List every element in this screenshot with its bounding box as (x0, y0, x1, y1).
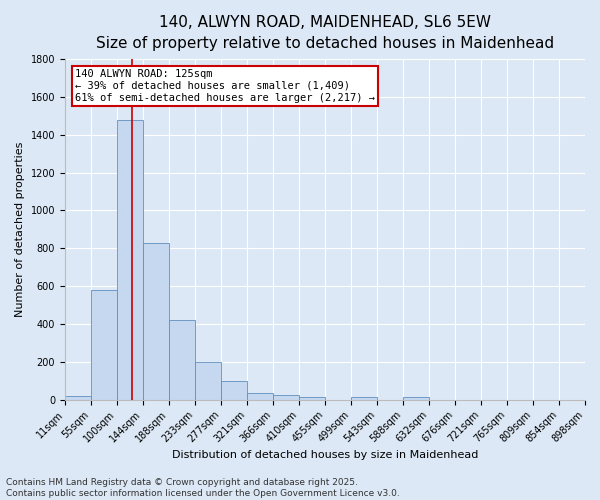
Bar (351, 397, 377, 400)
Bar (65, 396, 91, 400)
Bar (117, 120, 143, 400)
Y-axis label: Number of detached properties: Number of detached properties (15, 142, 25, 317)
X-axis label: Distribution of detached houses by size in Maidenhead: Distribution of detached houses by size … (172, 450, 478, 460)
Bar (169, 320, 195, 400)
Bar (403, 397, 429, 400)
Title: 140, ALWYN ROAD, MAIDENHEAD, SL6 5EW
Size of property relative to detached house: 140, ALWYN ROAD, MAIDENHEAD, SL6 5EW Siz… (96, 15, 554, 51)
Bar (91, 290, 117, 400)
Bar (195, 362, 221, 400)
Bar (143, 242, 169, 400)
Bar (299, 397, 325, 400)
Text: 140 ALWYN ROAD: 125sqm
← 39% of detached houses are smaller (1,409)
61% of semi-: 140 ALWYN ROAD: 125sqm ← 39% of detached… (76, 70, 376, 102)
Text: Contains HM Land Registry data © Crown copyright and database right 2025.
Contai: Contains HM Land Registry data © Crown c… (6, 478, 400, 498)
Bar (247, 393, 273, 400)
Bar (221, 381, 247, 400)
Bar (273, 395, 299, 400)
